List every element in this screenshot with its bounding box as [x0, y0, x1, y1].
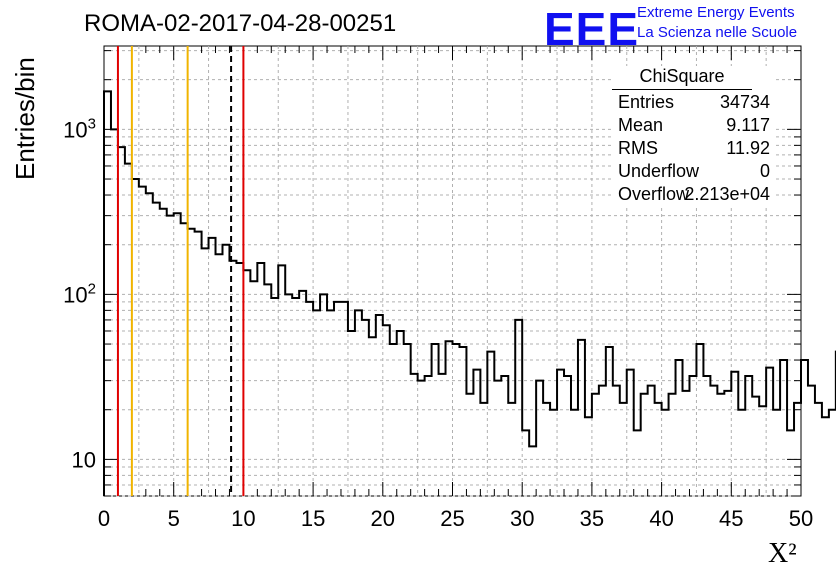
x-tick-label: 45 [719, 506, 743, 531]
stats-key: RMS [618, 138, 658, 158]
y-tick-label: 10 [72, 447, 96, 472]
stats-value: 11.92 [726, 138, 770, 158]
stats-value: 9.117 [726, 115, 770, 135]
stats-key: Overflow [618, 184, 690, 204]
x-tick-label: 40 [649, 506, 673, 531]
x-tick-label: 30 [510, 506, 534, 531]
logo-line-1: Extreme Energy Events [637, 4, 795, 21]
x-axis-label: X² [768, 538, 797, 569]
stats-value: 0 [759, 161, 770, 181]
stats-row-rms: RMS 11.92 [612, 136, 776, 159]
x-tick-label: 25 [440, 506, 464, 531]
x-tick-label: 20 [371, 506, 395, 531]
x-tick-label: 10 [231, 506, 255, 531]
chart-title: ROMA-02-2017-04-28-00251 [84, 10, 397, 37]
x-tick-label: 15 [301, 506, 325, 531]
x-tick-label: 35 [580, 506, 604, 531]
eee-logo: EEE [544, 3, 640, 55]
logo-line-2: La Scienza nelle Scuole [637, 24, 798, 41]
stats-row-underflow: Underflow 0 [612, 159, 776, 182]
y-axis-label: Entries/bin [10, 57, 40, 180]
y-tick-labels: 10 102 103 [63, 115, 96, 472]
x-tick-label: 5 [168, 506, 180, 531]
x-tick-labels: 0 5 10 15 20 25 30 35 40 45 50 [98, 506, 813, 531]
stats-box: ChiSquare Entries 34734 Mean 9.117 RMS 11.9… [612, 66, 776, 205]
x-tick-label: 50 [789, 506, 813, 531]
stats-value: 2.213e+04 [684, 184, 770, 204]
stats-row-overflow: Overflow 2.213e+04 [612, 182, 776, 205]
stats-key: Underflow [618, 161, 700, 181]
y-tick-label: 102 [63, 280, 96, 307]
stats-value: 34734 [719, 92, 770, 112]
stats-key: Mean [618, 115, 664, 135]
histogram-line [103, 90, 836, 496]
x-tick-label: 0 [98, 506, 110, 531]
stats-title: ChiSquare [612, 66, 752, 90]
marker-lines [116, 46, 245, 496]
stats-key: Entries [618, 92, 675, 112]
stats-row-entries: Entries 34734 [612, 90, 776, 113]
stats-row-mean: Mean 9.117 [612, 113, 776, 136]
y-tick-label: 103 [63, 115, 96, 142]
